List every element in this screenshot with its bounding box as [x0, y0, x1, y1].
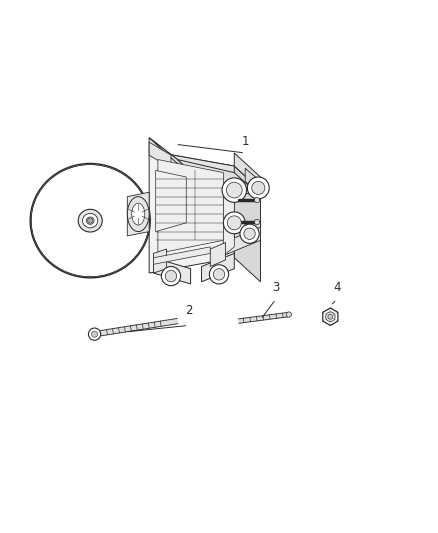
Circle shape — [286, 312, 291, 317]
Circle shape — [227, 216, 241, 230]
Circle shape — [254, 198, 260, 203]
Polygon shape — [149, 138, 204, 183]
Polygon shape — [234, 153, 261, 190]
Ellipse shape — [47, 180, 133, 262]
Polygon shape — [223, 227, 261, 256]
Ellipse shape — [63, 195, 117, 246]
Circle shape — [209, 265, 229, 284]
Circle shape — [223, 212, 245, 234]
Circle shape — [252, 181, 265, 195]
Polygon shape — [94, 319, 178, 337]
Ellipse shape — [31, 165, 149, 277]
Polygon shape — [149, 138, 177, 173]
Circle shape — [88, 328, 101, 340]
Circle shape — [161, 266, 180, 286]
Polygon shape — [223, 179, 234, 256]
Polygon shape — [149, 151, 234, 273]
Circle shape — [226, 182, 242, 198]
Circle shape — [247, 177, 269, 199]
Ellipse shape — [35, 168, 146, 273]
Ellipse shape — [57, 189, 124, 253]
Circle shape — [328, 314, 333, 319]
Ellipse shape — [82, 213, 98, 228]
Polygon shape — [323, 308, 338, 326]
Polygon shape — [127, 192, 149, 236]
Ellipse shape — [38, 171, 143, 271]
Polygon shape — [153, 258, 191, 284]
Circle shape — [325, 312, 335, 321]
Polygon shape — [234, 166, 261, 282]
Circle shape — [222, 178, 247, 203]
Polygon shape — [153, 247, 210, 264]
Text: 4: 4 — [333, 281, 341, 294]
Polygon shape — [238, 312, 289, 323]
Ellipse shape — [44, 177, 137, 264]
Ellipse shape — [66, 198, 114, 244]
Ellipse shape — [132, 203, 145, 225]
Polygon shape — [210, 243, 226, 266]
Circle shape — [165, 270, 177, 282]
Text: 1: 1 — [241, 135, 249, 148]
Circle shape — [240, 224, 259, 244]
Text: 3: 3 — [272, 281, 279, 294]
Circle shape — [254, 220, 260, 224]
Polygon shape — [158, 159, 223, 253]
Ellipse shape — [53, 186, 127, 255]
Ellipse shape — [78, 209, 102, 232]
Polygon shape — [201, 253, 234, 282]
Polygon shape — [149, 142, 171, 168]
Polygon shape — [153, 249, 166, 273]
Polygon shape — [177, 159, 261, 197]
Text: 2: 2 — [185, 304, 192, 317]
Ellipse shape — [127, 197, 149, 231]
Polygon shape — [149, 151, 261, 190]
Ellipse shape — [50, 183, 130, 259]
Circle shape — [244, 228, 255, 239]
Circle shape — [88, 218, 93, 223]
Ellipse shape — [41, 174, 140, 268]
Polygon shape — [155, 171, 186, 231]
Ellipse shape — [86, 217, 94, 224]
Ellipse shape — [60, 192, 120, 249]
Circle shape — [213, 269, 225, 280]
Circle shape — [92, 331, 98, 337]
Polygon shape — [245, 168, 261, 195]
